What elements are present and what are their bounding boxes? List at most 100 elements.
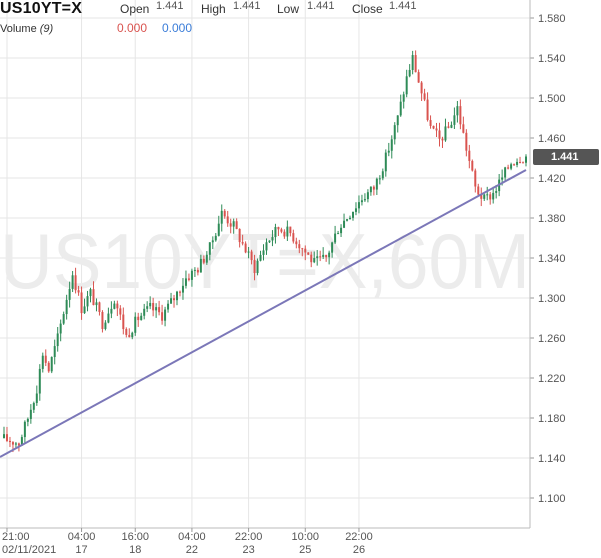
candle-body: [435, 128, 438, 131]
candle-body: [119, 308, 122, 315]
candle-body: [247, 251, 250, 253]
volume-label-text: Volume: [0, 23, 37, 35]
y-tick-label: 1.500: [538, 93, 566, 105]
candle-body: [519, 161, 522, 163]
candle-body: [23, 421, 26, 438]
candle-body: [468, 150, 471, 161]
candle-body: [89, 289, 92, 297]
candle-body: [298, 244, 301, 249]
candle-body: [125, 329, 128, 335]
candle-body: [211, 240, 214, 243]
candle-body: [369, 186, 372, 193]
candle-body: [110, 308, 113, 314]
candle-body: [3, 434, 5, 438]
candle-body: [41, 355, 44, 369]
candle-body: [372, 186, 375, 190]
candle-body: [480, 194, 483, 199]
candlesticks: [3, 50, 527, 453]
candle-body: [68, 288, 71, 300]
candle-body: [86, 296, 89, 307]
candle-body: [74, 275, 77, 291]
candle-body: [459, 106, 462, 125]
candle-body: [295, 241, 298, 245]
candle-body: [447, 126, 450, 128]
candle-body: [316, 256, 319, 259]
candle-body: [432, 125, 435, 129]
candle-body: [322, 254, 325, 257]
candle-body: [366, 192, 369, 200]
candle-body: [59, 323, 62, 334]
candle-body: [280, 229, 283, 232]
x-tick-date-label: 18: [129, 544, 141, 556]
trendline[interactable]: [0, 169, 527, 458]
candle-body: [274, 227, 277, 238]
candle-body: [181, 285, 184, 293]
candle-body: [83, 306, 86, 314]
candle-body: [405, 76, 408, 95]
candle-body: [349, 217, 352, 220]
y-tick-label: 1.540: [538, 53, 566, 65]
candle-body: [477, 186, 480, 195]
y-tick-label: 1.220: [538, 373, 566, 385]
candle-body: [277, 227, 280, 230]
candle-body: [196, 269, 199, 273]
candle-body: [77, 290, 80, 293]
candle-body: [396, 115, 399, 126]
candle-body: [140, 315, 143, 321]
x-tick-date-label: 17: [75, 544, 87, 556]
current-price-badge: 1.441: [533, 149, 599, 165]
candle-body: [80, 292, 83, 314]
candle-body: [253, 260, 256, 274]
candle-body: [208, 242, 211, 255]
candle-body: [104, 322, 107, 329]
candle-body: [429, 120, 432, 126]
candle-body: [8, 440, 11, 443]
low-label: Low: [277, 2, 300, 16]
low-value: 1.441: [307, 0, 335, 12]
candle-body: [38, 368, 41, 394]
x-tick-date-label: 26: [353, 544, 365, 556]
candle-body: [217, 223, 220, 236]
candle-body: [399, 101, 402, 116]
y-tick-label: 1.140: [538, 453, 566, 465]
open-value: 1.441: [156, 0, 184, 12]
candle-body: [241, 242, 244, 244]
x-tick-date-label: 25: [299, 544, 311, 556]
candle-body: [5, 434, 8, 441]
y-tick-label: 1.100: [538, 493, 566, 505]
candle-body: [334, 233, 337, 243]
candle-body: [474, 170, 477, 187]
candle-body: [423, 93, 426, 100]
candle-body: [187, 278, 190, 280]
candle-body: [486, 194, 489, 196]
candle-body: [229, 223, 232, 227]
x-axis: 21:0002/11/202104:001716:001804:002222:0…: [0, 527, 530, 556]
candle-body: [271, 237, 274, 241]
candle-body: [71, 275, 74, 289]
candle-body: [32, 402, 35, 410]
x-tick-label: 22:00: [345, 531, 373, 543]
candle-body: [232, 221, 235, 227]
candle-body: [516, 161, 519, 165]
y-tick-label: 1.180: [538, 413, 566, 425]
candle-body: [340, 227, 343, 234]
candle-body: [483, 194, 486, 199]
candle-body: [357, 202, 360, 209]
candle-body: [56, 333, 59, 347]
y-tick-label: 1.300: [538, 293, 566, 305]
candle-body: [283, 231, 286, 237]
candle-body: [343, 220, 346, 228]
candle-body: [116, 303, 119, 309]
x-tick-label: 21:00: [2, 531, 30, 543]
candle-body: [107, 313, 110, 323]
y-tick-label: 1.580: [538, 13, 566, 25]
candle-body: [29, 409, 32, 419]
candle-body: [259, 254, 262, 261]
candle-body: [152, 302, 155, 311]
volume-label: Volume (9): [0, 23, 53, 35]
candle-body: [307, 252, 310, 255]
candle-body: [346, 219, 349, 221]
candle-body: [155, 307, 158, 311]
